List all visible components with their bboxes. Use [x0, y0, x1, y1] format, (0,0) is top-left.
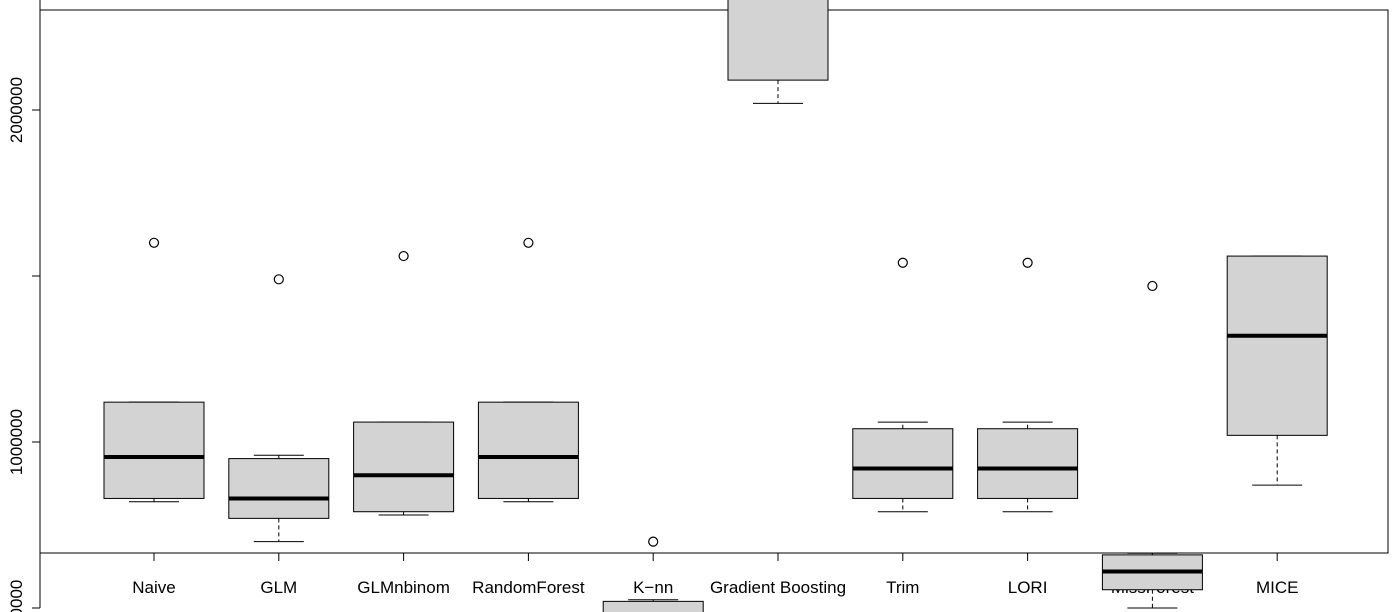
- boxes-layer: [103, 0, 1328, 612]
- box-8: [1101, 280, 1203, 609]
- x-tick-label: Gradient Boosting: [710, 578, 846, 597]
- outlier-point: [148, 237, 160, 248]
- outlier-point: [523, 237, 534, 248]
- box-iqr: [228, 458, 330, 519]
- x-tick-label: K−nn: [633, 578, 673, 597]
- box-iqr: [727, 0, 829, 81]
- box-iqr: [477, 401, 579, 499]
- x-tick-label: GLMnbinom: [357, 578, 450, 597]
- box-7: [977, 257, 1079, 513]
- x-tick-label: MICE: [1256, 578, 1299, 597]
- box-5: [727, 0, 829, 104]
- outlier-point: [897, 257, 908, 268]
- x-tick-label: LORI: [1008, 578, 1048, 597]
- y-tick-label: 2000000: [7, 77, 26, 143]
- box-9: [1226, 255, 1328, 486]
- outlier-point: [398, 250, 409, 262]
- box-iqr: [353, 421, 455, 513]
- x-tick-label: Trim: [886, 578, 919, 597]
- x-tick-label: Naive: [132, 578, 175, 597]
- box-iqr: [1226, 255, 1328, 436]
- box-2: [353, 250, 455, 516]
- x-tick-label: GLM: [260, 578, 297, 597]
- x-tick-label: RandomForest: [472, 578, 585, 597]
- box-4: [602, 536, 704, 612]
- box-6: [852, 257, 954, 513]
- outlier-point: [273, 274, 284, 285]
- box-0: [103, 237, 205, 503]
- y-tick-label: 1000000: [7, 409, 26, 475]
- box-iqr: [977, 428, 1079, 499]
- box-iqr: [602, 600, 704, 612]
- box-iqr: [103, 401, 205, 499]
- box-1: [228, 274, 330, 543]
- outlier-point: [648, 536, 659, 547]
- box-3: [477, 237, 579, 503]
- y-axis: 500000100000020000003000000: [7, 0, 41, 612]
- y-tick-label: 500000: [7, 580, 26, 612]
- box-iqr: [852, 428, 954, 499]
- outlier-point: [1147, 280, 1158, 292]
- outlier-point: [1022, 257, 1033, 268]
